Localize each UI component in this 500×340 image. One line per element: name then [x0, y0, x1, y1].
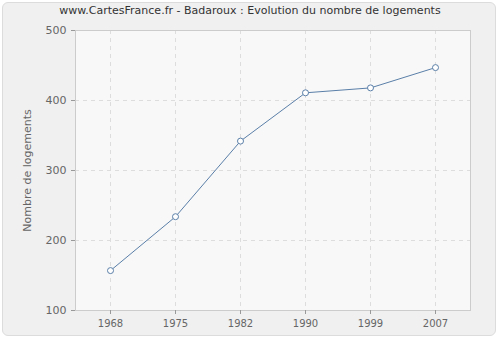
- svg-text:200: 200: [46, 234, 67, 247]
- svg-text:2007: 2007: [423, 318, 448, 329]
- svg-text:1982: 1982: [228, 318, 253, 329]
- svg-text:1975: 1975: [163, 318, 188, 329]
- svg-text:500: 500: [46, 24, 67, 37]
- svg-text:1990: 1990: [293, 318, 318, 329]
- svg-text:1999: 1999: [358, 318, 383, 329]
- svg-text:300: 300: [46, 164, 67, 177]
- svg-text:400: 400: [46, 94, 67, 107]
- svg-text:1968: 1968: [98, 318, 123, 329]
- svg-text:100: 100: [46, 304, 67, 317]
- html-text:www.CartesFrance.fr - Badaroux: www.CartesFrance.fr - Badaroux : Evoluti…: [59, 4, 441, 17]
- svg-text:Nombre de logements: Nombre de logements: [21, 109, 34, 232]
